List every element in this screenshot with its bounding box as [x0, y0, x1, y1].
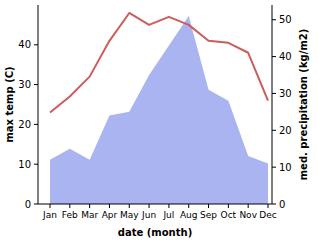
y2-tick-label: 50 — [279, 14, 292, 25]
y-tick-label: 40 — [18, 39, 31, 50]
x-tick — [248, 204, 249, 208]
x-tick-label: Oct — [221, 210, 237, 220]
x-tick — [89, 204, 90, 208]
y2-tick — [272, 167, 276, 168]
x-tick — [208, 204, 209, 208]
y2-tick-label: 40 — [279, 51, 292, 62]
y2-tick-label: 0 — [279, 199, 285, 210]
y2-tick — [272, 56, 276, 57]
y-tick — [34, 84, 38, 85]
y2-tick-label: 10 — [279, 162, 292, 173]
y2-axis-label: med. precipitation (kg/m2) — [298, 29, 309, 181]
y2-tick — [272, 19, 276, 20]
x-tick — [69, 204, 70, 208]
x-tick-label: May — [120, 210, 139, 220]
y-axis-label: max temp (C) — [4, 66, 15, 142]
y2-tick — [272, 130, 276, 131]
x-tick — [149, 204, 150, 208]
x-tick-label: Jul — [162, 210, 174, 220]
y-tick — [34, 204, 38, 205]
temp-line — [50, 13, 268, 113]
x-tick — [129, 204, 130, 208]
precip-area — [50, 16, 268, 204]
x-tick-label: Mar — [81, 210, 98, 220]
x-axis — [38, 204, 272, 205]
y2-tick — [272, 93, 276, 94]
y-tick — [34, 44, 38, 45]
x-tick-label: Jan — [42, 210, 57, 220]
x-tick-label: Aug — [180, 210, 198, 220]
x-tick — [188, 204, 189, 208]
y2-tick — [272, 204, 276, 205]
chart: 0 10 20 30 40 0 10 20 30 40 50 Jan FebMar AprMayJun Ju… — [0, 0, 318, 242]
y-tick-label: 30 — [18, 79, 31, 90]
y2-axis — [272, 5, 273, 204]
x-tick-label: Sep — [200, 210, 217, 220]
x-tick-label: Apr — [102, 210, 118, 220]
x-tick-label: Nov — [239, 210, 257, 220]
y-axis — [38, 5, 39, 204]
x-tick-label: Jun — [141, 210, 156, 220]
y-tick — [34, 124, 38, 125]
y-tick-label: 20 — [18, 119, 31, 130]
plot-area — [50, 13, 268, 204]
x-tick — [168, 204, 169, 208]
y-tick-label: 10 — [18, 159, 31, 170]
x-tick — [268, 204, 269, 208]
y-tick-label: 0 — [25, 199, 31, 210]
x-tick-label: Dec — [259, 210, 276, 220]
x-tick — [109, 204, 110, 208]
y-tick — [34, 164, 38, 165]
x-axis-label: date (month) — [118, 227, 192, 238]
x-tick — [50, 204, 51, 208]
x-tick-label: Feb — [62, 210, 78, 220]
y2-tick-label: 30 — [279, 88, 292, 99]
y2-tick-label: 20 — [279, 125, 292, 136]
x-tick — [228, 204, 229, 208]
